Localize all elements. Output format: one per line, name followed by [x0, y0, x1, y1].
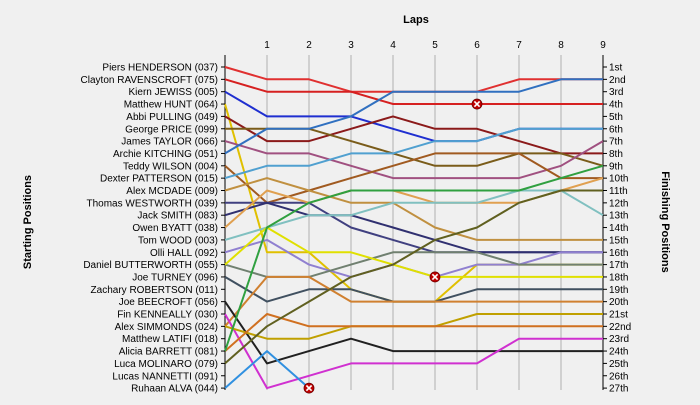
- finish-label-7th: 7th: [609, 137, 623, 148]
- lap-tick-label: 8: [558, 40, 564, 51]
- start-label-lucas-nannetti-091: Lucas NANNETTI (091): [112, 371, 218, 382]
- finish-label-17th: 17th: [609, 260, 628, 271]
- series-line-fin-kenneally-030: [224, 301, 603, 365]
- finish-label-25th: 25th: [609, 359, 628, 370]
- finish-label-9th: 9th: [609, 161, 623, 172]
- start-label-daniel-butterworth-055: Daniel BUTTERWORTH (055): [83, 260, 218, 271]
- series-line-alicia-barrett-081: [224, 313, 603, 352]
- series-line-jack-smith-083: [224, 201, 603, 254]
- start-label-tom-wood-003: Tom WOOD (003): [138, 235, 218, 246]
- finish-label-1st: 1st: [609, 63, 623, 74]
- start-label-clayton-ravenscroft-075: Clayton RAVENSCROFT (075): [81, 75, 218, 86]
- series-line-alex-simmonds-024: [224, 313, 603, 390]
- series-line-lucas-nannetti-091: [224, 189, 603, 365]
- start-label-abbi-pulling-049: Abbi PULLING (049): [126, 112, 218, 123]
- series-line-joe-beecroft-056: [224, 275, 603, 327]
- x-axis-title: Laps: [403, 14, 429, 26]
- start-label-dexter-patterson-015: Dexter PATTERSON (015): [100, 174, 218, 185]
- left-axis-title: Starting Positions: [22, 175, 34, 269]
- lap-tick-label: 5: [432, 40, 438, 51]
- start-label-archie-kitching-051: Archie KITCHING (051): [113, 149, 218, 160]
- series-line-joe-turney-096: [224, 226, 603, 278]
- series-line-archie-kitching-051: [224, 78, 603, 155]
- finish-label-26th: 26th: [609, 371, 628, 382]
- lap-tick-label: 9: [600, 40, 606, 51]
- series-line-dexter-patterson-015: [224, 127, 603, 180]
- finish-label-4th: 4th: [609, 100, 623, 111]
- retirement-marker-ruhaan-alva-044: [303, 382, 315, 394]
- series-line-ruhaan-alva-044: [224, 350, 310, 389]
- retirement-marker-matthew-hunt-064: [471, 98, 483, 110]
- retirement-markers: [303, 98, 483, 394]
- start-label-jack-smith-083: Jack SMITH (083): [137, 211, 218, 222]
- finish-label-6th: 6th: [609, 124, 623, 135]
- lap-tick-label: 3: [348, 40, 354, 51]
- start-label-george-price-099: George PRICE (099): [125, 124, 218, 135]
- start-label-fin-kenneally-030: Fin KENNEALLY (030): [117, 310, 218, 321]
- finish-label-14th: 14th: [609, 223, 628, 234]
- finish-label-3rd: 3rd: [609, 87, 623, 98]
- start-label-owen-byatt-038: Owen BYATT (038): [132, 223, 218, 234]
- series-line-abbi-pulling-049: [224, 115, 603, 155]
- finish-label-19th: 19th: [609, 285, 628, 296]
- finish-label-2nd: 2nd: [609, 75, 626, 86]
- finish-label-8th: 8th: [609, 149, 623, 160]
- start-label-luca-molinaro-079: Luca MOLINARO (079): [114, 359, 218, 370]
- grid: [224, 55, 604, 390]
- axis-labels: 1 2 3 4 5 6 7 8 9 Piers HENDERSON (037)Clayton RA…: [81, 40, 632, 395]
- lap-tick-label: 6: [474, 40, 480, 51]
- finish-label-13th: 13th: [609, 211, 628, 222]
- start-label-ruhaan-alva-044: Ruhaan ALVA (044): [131, 384, 218, 395]
- finish-label-16th: 16th: [609, 248, 628, 259]
- start-label-alicia-barrett-081: Alicia BARRETT (081): [119, 347, 218, 358]
- right-axis-title: Finishing Positions: [659, 171, 671, 272]
- lap-tick-label: 2: [306, 40, 312, 51]
- lap-tick-label: 4: [390, 40, 396, 51]
- start-label-piers-henderson-037: Piers HENDERSON (037): [102, 63, 218, 74]
- finish-label-22nd: 22nd: [609, 322, 631, 333]
- finish-label-24th: 24th: [609, 347, 628, 358]
- retirement-marker-joe-turney-096: [429, 271, 441, 283]
- series-line-clayton-ravenscroft-075: [224, 78, 603, 105]
- finish-label-20th: 20th: [609, 297, 628, 308]
- start-label-thomas-westworth-039: Thomas WESTWORTH (039): [87, 198, 219, 209]
- finish-label-5th: 5th: [609, 112, 623, 123]
- finish-label-10th: 10th: [609, 174, 628, 185]
- start-label-alex-simmonds-024: Alex SIMMONDS (024): [115, 322, 218, 333]
- lap-tick-label: 7: [516, 40, 522, 51]
- finish-label-12th: 12th: [609, 198, 628, 209]
- series-line-alex-mcdade-009: [224, 177, 603, 241]
- series-line-james-taylor-066: [224, 140, 604, 180]
- start-label-matthew-hunt-064: Matthew HUNT (064): [124, 100, 218, 111]
- start-label-joe-beecroft-056: Joe BEECROFT (056): [119, 297, 218, 308]
- finish-label-11th: 11th: [609, 186, 628, 197]
- series-line-tom-wood-003: [224, 189, 604, 241]
- finish-label-15th: 15th: [609, 235, 628, 246]
- series-lines: [224, 66, 604, 390]
- start-label-kiern-jewiss-005: Kiern JEWISS (005): [129, 87, 218, 98]
- start-label-alex-mcdade-009: Alex MCDADE (009): [126, 186, 218, 197]
- start-label-teddy-wilson-004: Teddy WILSON (004): [123, 161, 218, 172]
- finish-label-27th: 27th: [609, 384, 628, 395]
- finish-label-21st: 21st: [609, 310, 628, 321]
- finish-label-23rd: 23rd: [609, 334, 629, 345]
- start-label-matthew-latifi-018: Matthew LATIFI (018): [122, 334, 218, 345]
- lap-tick-label: 1: [264, 40, 270, 51]
- start-label-olli-hall-092: Olli HALL (092): [150, 248, 218, 259]
- finish-label-18th: 18th: [609, 272, 628, 283]
- start-label-zachary-robertson-011: Zachary ROBERTSON (011): [91, 285, 218, 296]
- start-label-james-taylor-066: James TAYLOR (066): [121, 137, 218, 148]
- series-line-luca-molinaro-079: [224, 164, 604, 352]
- start-label-joe-turney-096: Joe TURNEY (096): [132, 272, 218, 283]
